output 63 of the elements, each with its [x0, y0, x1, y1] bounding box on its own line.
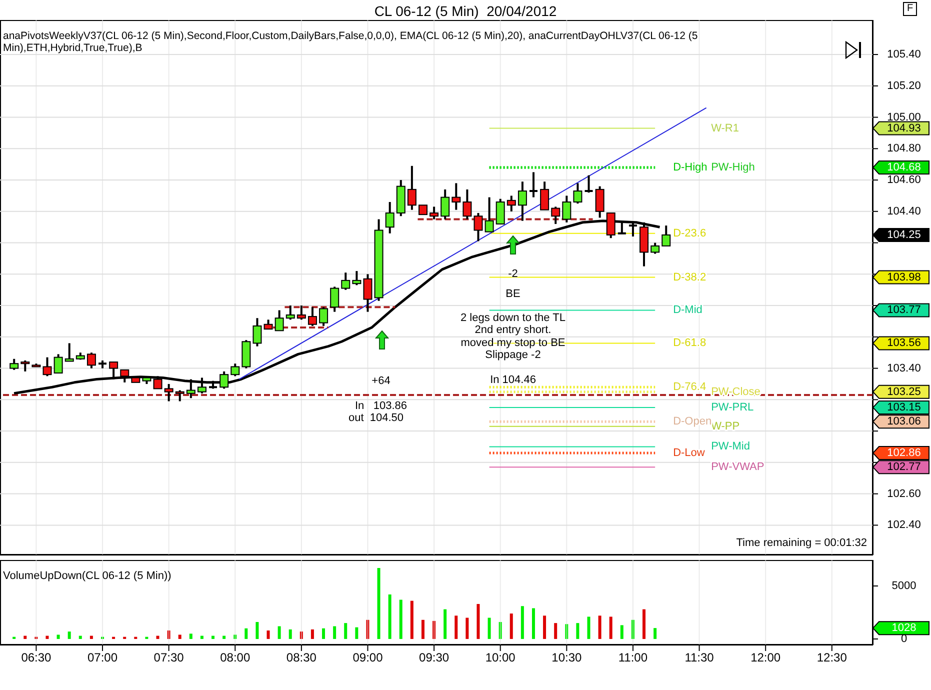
- ref-line-label: W-R1: [711, 122, 739, 134]
- annotation: +64: [370, 374, 392, 388]
- ref-line-label: PW-High: [711, 161, 755, 174]
- y-tick-label: 104.25: [887, 228, 921, 241]
- annotation: Time remaining = 00:01:32: [736, 537, 867, 549]
- y-tick-label: 103.56: [887, 337, 921, 350]
- annotation: out 104.50: [347, 411, 405, 425]
- y-tick-label: 104.60: [887, 174, 921, 186]
- x-tick-label: 11:00: [618, 650, 648, 665]
- x-tick-label: 08:30: [286, 650, 317, 665]
- annotation: 2 legs down to the TL: [460, 311, 566, 325]
- ref-line-label: D-Open: [673, 416, 712, 428]
- x-tick-label: 08:00: [220, 650, 250, 665]
- y-tick-label: 105.20: [887, 80, 921, 92]
- y-tick-label: 105.00: [887, 111, 921, 124]
- text: F: [903, 2, 917, 16]
- y-tick-label: 103.77: [887, 304, 921, 316]
- ref-line-label: W-PP: [711, 420, 740, 432]
- x-tick-label: 09:30: [419, 650, 450, 665]
- ref-line-label: D-High: [673, 161, 708, 174]
- y-tick-label: 104.93: [887, 122, 921, 134]
- y-tick-label: 1028: [892, 622, 916, 634]
- y-tick-label: 103.06: [887, 416, 921, 428]
- y-tick-label: 105.40: [887, 48, 921, 61]
- y-tick-label: 102.86: [887, 447, 921, 460]
- x-tick-label: 11:30: [684, 650, 714, 665]
- annotation: In 103.86: [354, 399, 408, 413]
- annotation: Slippage -2: [484, 348, 542, 362]
- y-tick-label: 102.60: [887, 488, 921, 500]
- x-tick-label: 12:30: [816, 650, 848, 665]
- annotation: -2: [507, 267, 519, 281]
- y-tick-label: 102.40: [887, 519, 921, 532]
- text: VolumeUpDown(CL 06-12 (5 Min)): [3, 570, 172, 582]
- y-tick-label: 103.98: [887, 271, 921, 284]
- y-tick-label: 5000: [892, 580, 916, 592]
- annotation: In 104.46: [489, 373, 537, 387]
- ref-line-label: D-Mid: [673, 304, 702, 316]
- x-tick-label: 10:30: [552, 650, 582, 665]
- ref-line-label: PW-VWAP: [711, 461, 764, 474]
- x-tick-label: 10:00: [485, 650, 516, 665]
- annotation: 2nd entry short.: [474, 324, 552, 337]
- y-tick-label: 103.15: [887, 402, 921, 414]
- text: anaPivotsWeeklyV37(CL 06-12 (5 Min),Second,Floor,Custom,DailyBars,False,0,0,0), EMA(CL 06-12 (5 Min),20), anaCurrentDayOHLV37(CL 06-12 (5 Min),ETH,Hybrid,True,True),B: [3, 30, 699, 54]
- y-tick-label: 103.25: [887, 386, 921, 398]
- ref-line-label: D-23.6: [673, 227, 706, 240]
- x-tick-label: 09:00: [352, 650, 384, 665]
- annotation: BE: [504, 287, 522, 301]
- y-tick-label: 103.40: [887, 362, 921, 374]
- ref-line-label: D-38.2: [673, 271, 706, 284]
- y-tick-label: 104.40: [887, 205, 921, 218]
- x-tick-label: 07:00: [87, 650, 118, 665]
- ref-line-label: D-Low: [673, 447, 705, 460]
- chart-title: CL 06-12 (5 Min) 20/04/2012: [374, 3, 557, 19]
- ref-line-label: D-76.4: [673, 381, 706, 394]
- x-tick-label: 07:30: [154, 650, 184, 665]
- y-tick-label: 104.68: [887, 161, 921, 174]
- y-tick-label: 102.77: [887, 461, 921, 474]
- y-tick-label: 104.80: [887, 142, 921, 155]
- ref-line-label: PW-PRL: [711, 402, 754, 414]
- x-tick-label: 12:00: [750, 650, 781, 665]
- x-tick-label: 06:30: [21, 650, 52, 665]
- ref-line-label: PW-Mid: [711, 440, 750, 453]
- ref-line-label: D-61.8: [673, 337, 706, 350]
